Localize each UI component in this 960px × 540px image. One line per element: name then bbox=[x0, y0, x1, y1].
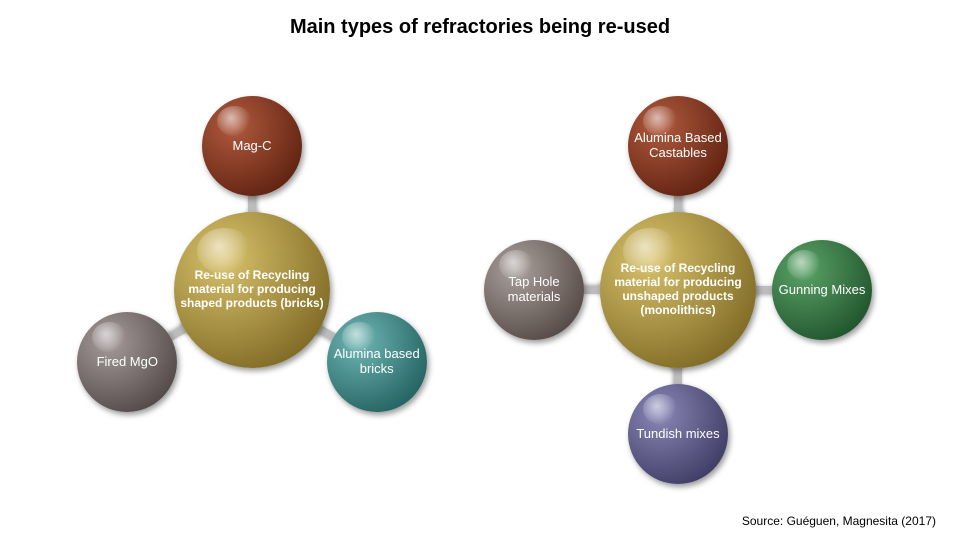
cluster-0-center: Re-use of Recycling material for produci… bbox=[174, 212, 330, 368]
cluster-0-node-0: Mag-C bbox=[202, 96, 302, 196]
cluster-1-node-2: Tundish mixes bbox=[628, 384, 728, 484]
cluster-1-node-2-label: Tundish mixes bbox=[630, 421, 725, 448]
cluster-0-node-1: Alumina based bricks bbox=[327, 312, 427, 412]
cluster-0-node-0-label: Mag-C bbox=[226, 133, 277, 160]
cluster-1-node-3: Tap Hole materials bbox=[484, 240, 584, 340]
cluster-0-node-2-label: Fired MgO bbox=[91, 349, 164, 376]
page-title: Main types of refractories being re-used bbox=[0, 16, 960, 39]
source-citation: Source: Guéguen, Magnesita (2017) bbox=[742, 514, 936, 528]
cluster-0-center-label: Re-use of Recycling material for produci… bbox=[174, 263, 330, 316]
cluster-1-center-label: Re-use of Recycling material for produci… bbox=[600, 256, 756, 323]
cluster-1-node-3-label: Tap Hole materials bbox=[484, 269, 584, 311]
cluster-0-node-1-label: Alumina based bricks bbox=[327, 341, 427, 383]
cluster-1-node-0: Alumina Based Castables bbox=[628, 96, 728, 196]
cluster-1-node-1: Gunning Mixes bbox=[772, 240, 872, 340]
cluster-0-node-2: Fired MgO bbox=[77, 312, 177, 412]
cluster-1-node-1-label: Gunning Mixes bbox=[773, 277, 872, 304]
cluster-1-center: Re-use of Recycling material for produci… bbox=[600, 212, 756, 368]
cluster-1-node-0-label: Alumina Based Castables bbox=[628, 125, 728, 167]
